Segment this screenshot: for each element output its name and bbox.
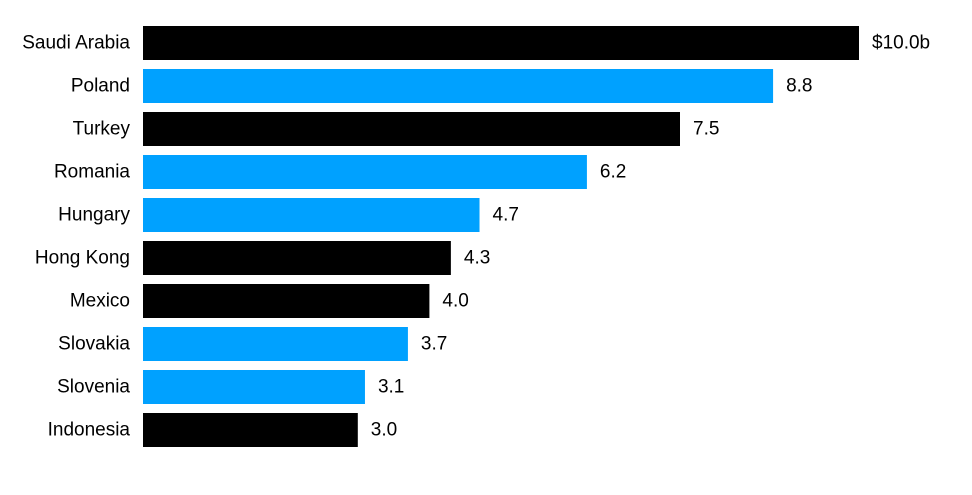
value-label-turkey: 7.5 [693, 119, 719, 140]
bar-mexico [143, 284, 430, 318]
value-label-indonesia: 3.0 [371, 420, 397, 441]
category-label-slovenia: Slovenia [57, 377, 130, 398]
category-label-slovakia: Slovakia [58, 334, 130, 355]
bar-slovakia [143, 327, 408, 361]
category-label-poland: Poland [71, 76, 130, 97]
value-label-mexico: 4.0 [442, 291, 468, 312]
bar-indonesia [143, 413, 358, 447]
value-label-slovakia: 3.7 [421, 334, 447, 355]
bar-romania [143, 155, 587, 189]
bars-group [143, 26, 859, 447]
value-label-romania: 6.2 [600, 162, 626, 183]
category-labels-group: Saudi Arabia Poland Turkey Romania Hungary Ho… [22, 33, 130, 441]
category-label-mexico: Mexico [70, 291, 130, 312]
bar-turkey [143, 112, 680, 146]
category-label-hong-kong: Hong Kong [35, 248, 130, 269]
category-label-saudi-arabia: Saudi Arabia [22, 33, 130, 54]
value-label-poland: 8.8 [786, 76, 812, 97]
category-label-romania: Romania [54, 162, 130, 183]
value-label-slovenia: 3.1 [378, 377, 404, 398]
bar-slovenia [143, 370, 365, 404]
value-label-hungary: 4.7 [493, 205, 519, 226]
value-label-saudi-arabia: $10.0b [872, 33, 930, 54]
bar-poland [143, 69, 774, 103]
category-label-hungary: Hungary [58, 205, 130, 226]
category-label-turkey: Turkey [73, 119, 131, 140]
bar-hong-kong [143, 241, 451, 275]
bar-hungary [143, 198, 480, 232]
value-labels-group: $10.0b 8.8 7.5 6.2 4.7 4.3 4.0 3.7 3.1 3.0 [371, 33, 930, 441]
bar-saudi-arabia [143, 26, 859, 60]
category-label-indonesia: Indonesia [48, 420, 131, 441]
value-label-hong-kong: 4.3 [464, 248, 490, 269]
